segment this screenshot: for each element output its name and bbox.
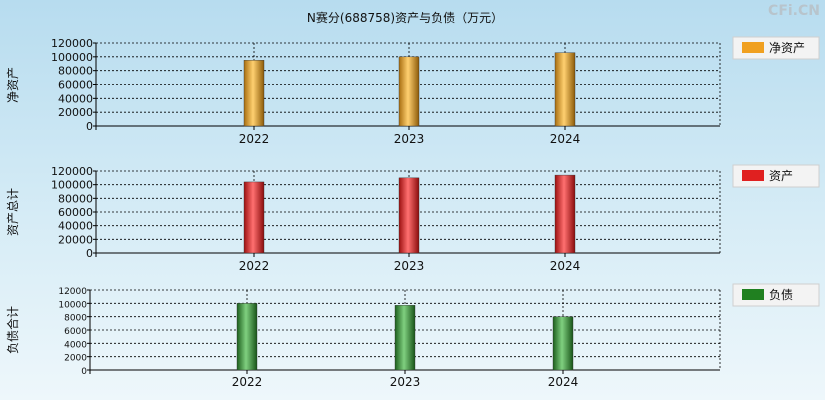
y-tick-label: 120000 (51, 37, 93, 50)
y-tick-label: 100000 (51, 51, 93, 64)
y-axis-label: 资产总计 (6, 188, 20, 236)
bar-2022 (243, 60, 265, 127)
bar-2023 (398, 56, 420, 127)
x-tick-label: 2024 (550, 259, 581, 273)
bar-2022 (243, 181, 265, 254)
x-tick-label: 2022 (239, 259, 270, 273)
legend: 负债 (732, 283, 820, 307)
bar-2024 (554, 174, 576, 254)
x-tick-label: 2024 (550, 132, 581, 146)
y-tick-label: 20000 (58, 233, 93, 246)
y-tick-label: 0 (86, 120, 93, 133)
y-tick-label: 40000 (58, 220, 93, 233)
y-tick-label: 0 (81, 367, 87, 377)
y-tick-label: 60000 (58, 206, 93, 219)
y-tick-label: 80000 (58, 192, 93, 205)
legend: 净资产 (732, 36, 820, 60)
y-tick-label: 120000 (51, 165, 93, 178)
bar-2023 (394, 305, 416, 371)
y-tick-label: 20000 (58, 106, 93, 119)
y-tick-label: 100000 (51, 179, 93, 192)
x-tick-label: 2023 (394, 259, 425, 273)
bar-2024 (554, 52, 576, 127)
legend: 资产 (732, 164, 820, 188)
y-tick-label: 80000 (58, 65, 93, 78)
chart-title: N赛分(688758)资产与负债（万元） (307, 10, 503, 25)
y-tick-label: 2000 (64, 354, 87, 364)
y-tick-label: 6000 (64, 327, 87, 337)
panel-3: 0 2000 4000 6000 8000 10000 12000 2022 2023 2024 负… (5, 283, 820, 389)
y-tick-label: 10000 (58, 300, 87, 310)
bar-2024 (552, 316, 574, 371)
x-tick-label: 2022 (239, 132, 270, 146)
y-tick-label: 4000 (64, 340, 87, 350)
legend-swatch (742, 170, 764, 181)
legend-swatch (742, 42, 764, 53)
legend-swatch (742, 289, 764, 300)
y-axis-label: 净资产 (6, 67, 20, 103)
y-axis-label: 负债合计 (5, 306, 20, 354)
y-tick-label: 8000 (64, 314, 87, 324)
legend-label: 负债 (769, 288, 793, 302)
legend-label: 资产 (769, 169, 793, 183)
watermark: CFi.CN (768, 3, 820, 19)
x-tick-label: 2023 (394, 132, 425, 146)
bar-2022 (236, 303, 258, 371)
y-tick-label: 0 (86, 247, 93, 260)
y-tick-label: 60000 (58, 79, 93, 92)
y-tick-label: 40000 (58, 92, 93, 105)
legend-label: 净资产 (769, 41, 805, 55)
y-tick-label: 12000 (58, 287, 87, 297)
bar-2023 (398, 177, 420, 254)
x-tick-label: 2023 (390, 375, 421, 389)
x-tick-label: 2022 (232, 375, 263, 389)
x-tick-label: 2024 (548, 375, 579, 389)
